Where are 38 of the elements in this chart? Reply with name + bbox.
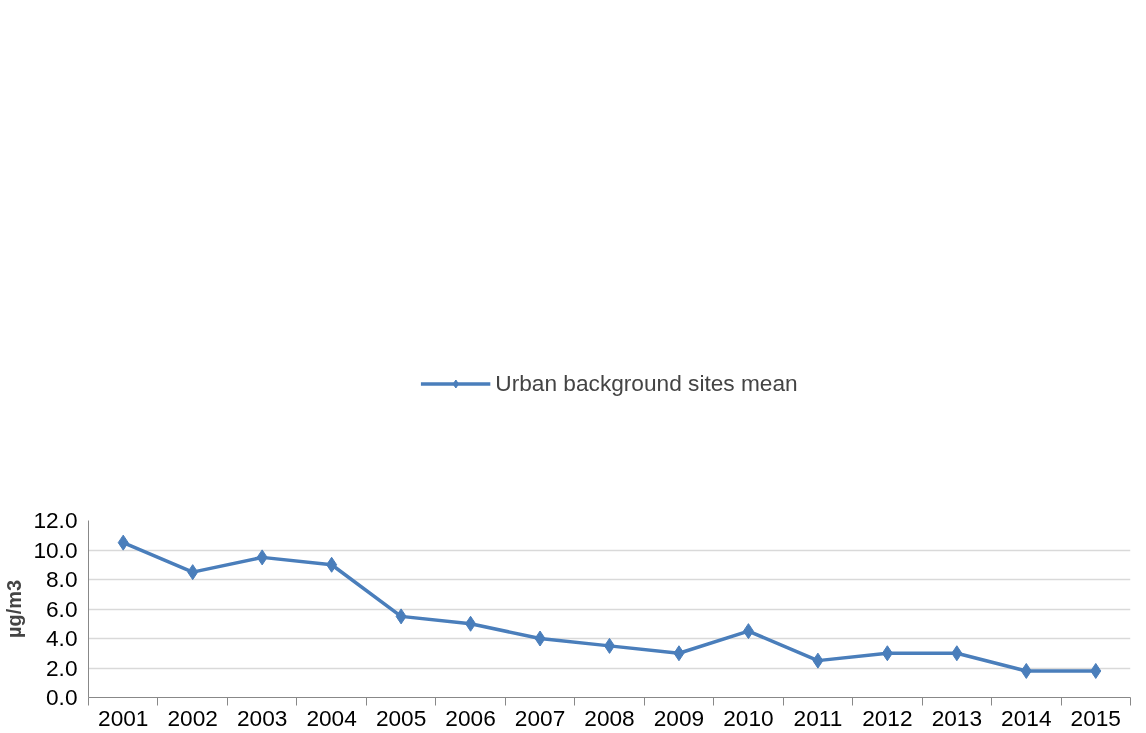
x-tick-label: 2007 [514,704,566,731]
y-tick-label: 2.0 [46,654,78,681]
x-tick-label: 2012 [862,704,913,731]
point [881,645,893,662]
point [465,615,477,632]
point [326,556,338,573]
x-tick-label: 2004 [306,704,357,731]
point [256,549,268,566]
point [673,645,685,662]
x-tick-label: 2001 [98,704,149,731]
x-tick-label: 2002 [167,704,218,731]
x-tick-label: 2015 [1070,704,1121,731]
point [117,534,129,551]
point [1020,662,1032,679]
x-tick-label: 2013 [931,704,983,731]
x-tick-label: 2014 [1001,704,1052,731]
legend-label: Urban background sites mean [495,369,798,397]
x-tick-label: 2011 [793,704,843,731]
y-tick-label: 10.0 [33,536,78,563]
x-tick-label: 2006 [445,704,496,731]
x-tick-label: 2003 [236,704,288,731]
x-tick-label: 2005 [375,704,427,731]
point [534,630,546,647]
y-tick-label: 12.0 [33,507,78,533]
point [951,645,963,662]
y-tick-label: 6.0 [46,595,78,622]
point [812,652,824,669]
point [395,608,407,625]
x-tick-label: 2010 [723,704,774,731]
point [742,623,754,640]
y-tick-label: 0.0 [46,684,78,710]
point [1090,662,1102,679]
y-tick-label: 4.0 [46,625,78,651]
x-tick-label: 2008 [584,704,635,731]
x-tick-label: 2009 [653,704,705,731]
point [187,564,199,581]
y-axis-title: µg/m3 [3,579,26,639]
y-tick-label: 8.0 [46,566,78,592]
